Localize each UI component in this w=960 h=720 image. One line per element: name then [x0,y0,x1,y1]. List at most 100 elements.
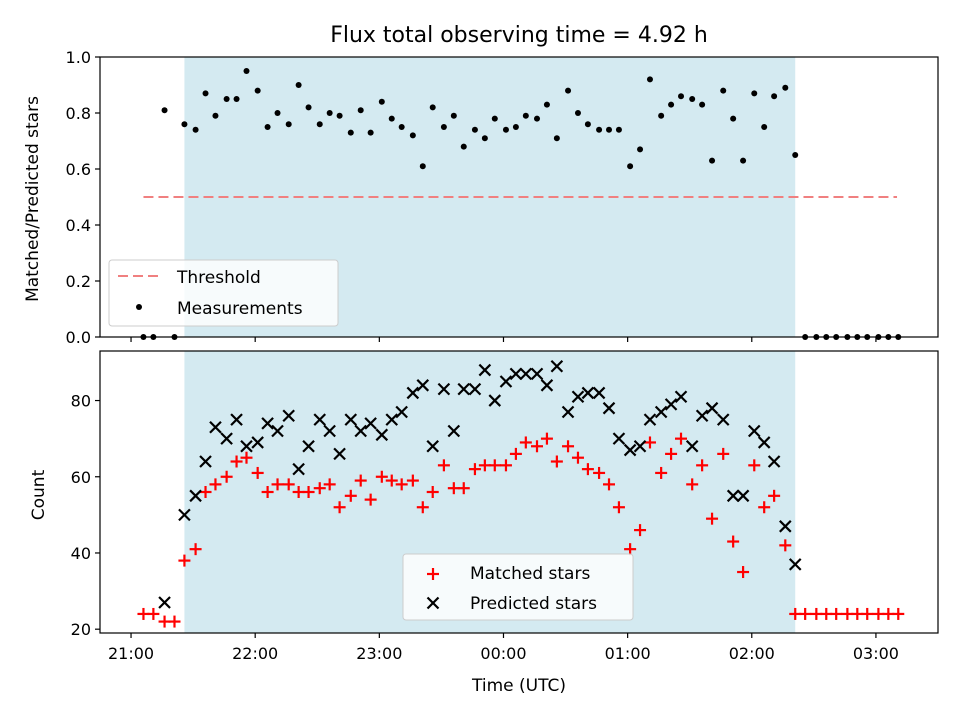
measurement-point [761,124,768,130]
matched-star-point [344,489,357,502]
matched-star-point [416,501,429,514]
matched-star-point [147,607,160,620]
matched-star-point [696,459,709,472]
measurement-point [285,121,292,128]
y-tick-label: 80 [71,392,91,411]
top-legend-box [108,259,339,327]
measurement-point [388,115,395,122]
y-tick-label: 40 [71,544,91,563]
measurement-point [627,163,634,170]
measurement-point [357,107,364,114]
top-panel: 0.0 0.2 0.4 0.6 0.8 1.0 Matched/Predicted sta… [23,48,939,347]
legend-predicted-swatch [426,596,440,610]
matched-star-point [499,459,512,472]
measurement-point [646,76,653,83]
matched-star-point [468,463,481,476]
matched-star-point [385,474,398,487]
x-tick-label: 21:00 [108,644,154,663]
measurement-point [450,112,457,119]
predicted-star-point [230,413,243,426]
measurement-point [274,110,281,116]
y-tick-label: 60 [71,468,91,487]
y-tick-label: 0.2 [66,272,91,291]
matched-star-point [519,436,532,449]
predicted-star-point [499,375,513,388]
matched-star-point [282,478,295,491]
measurement-point [584,121,591,128]
predicted-star-point [344,413,358,426]
matched-star-point [437,459,450,472]
matched-star-point [686,478,699,491]
matched-star-point [665,447,678,460]
bottom-y-ticks: 20 40 60 80 [71,392,100,639]
legend-predicted-label: Predicted stars [470,594,597,614]
matched-star-point [426,486,439,498]
predicted-star-point [282,409,295,423]
measurement-point [233,96,240,102]
predicted-star-point [685,439,699,453]
bottom-axes-frame [99,350,939,634]
predicted-star-point [385,413,399,426]
predicted-star-point [457,382,471,396]
matched-star-point [406,474,419,487]
predicted-star-point [302,439,315,453]
y-tick-label: 1.0 [66,48,91,67]
measurement-point [419,163,426,170]
measurement-point [596,126,603,133]
matched-star-point [581,463,594,476]
matched-star-point [313,482,326,495]
matched-star-point [189,543,202,556]
matched-star-point [375,470,388,483]
predicted-star-point [550,359,564,373]
predicted-star-point [726,489,740,503]
matched-star-point [251,466,264,479]
matched-star-point [271,478,284,491]
matched-star-point [737,566,750,579]
predicted-star-point [437,382,451,396]
measurement-point [440,124,447,130]
legend-threshold-label: Threshold [176,268,261,288]
predicted-star-point [612,432,626,445]
measurement-point [202,90,209,97]
y-tick-label: 0.4 [66,216,91,235]
matched-star-point [199,486,212,498]
predicted-star-point [633,439,647,453]
predicted-star-point [530,367,544,381]
matched-star-point [178,554,191,567]
predicted-star-point [674,390,688,404]
predicted-star-point [240,439,253,453]
measurement-point [264,124,271,130]
matched-star-point [634,524,647,537]
predicted-star-point [447,424,461,438]
measurement-point [192,126,199,133]
matched-star-point [675,432,688,445]
measurement-point [709,157,716,164]
matched-star-point [562,440,575,453]
matched-star-point [302,486,315,498]
predicted-star-point [292,462,305,476]
matched-star-point [603,478,616,491]
predicted-star-point [581,386,595,400]
y-tick-label: 0.6 [66,160,91,179]
matched-star-point [758,501,771,514]
matched-star-point [830,607,843,620]
measurement-point [534,115,541,122]
measurement-point [689,96,696,102]
matched-star-point [168,615,181,628]
predicted-star-point [261,417,274,430]
measurement-point [243,68,250,74]
matched-star-point [612,501,625,514]
matched-star-point [768,489,781,502]
matched-star-point [323,478,336,491]
measurement-point [574,110,581,116]
measurement-point [481,135,488,142]
measurement-point [553,135,560,142]
measurement-point [730,115,737,122]
matched-star-point [220,470,233,483]
matched-star-point [509,447,522,460]
predicted-star-point [488,394,502,407]
matched-star-point [550,455,563,468]
matched-stars-points [137,432,905,628]
measurement-point [522,112,529,119]
